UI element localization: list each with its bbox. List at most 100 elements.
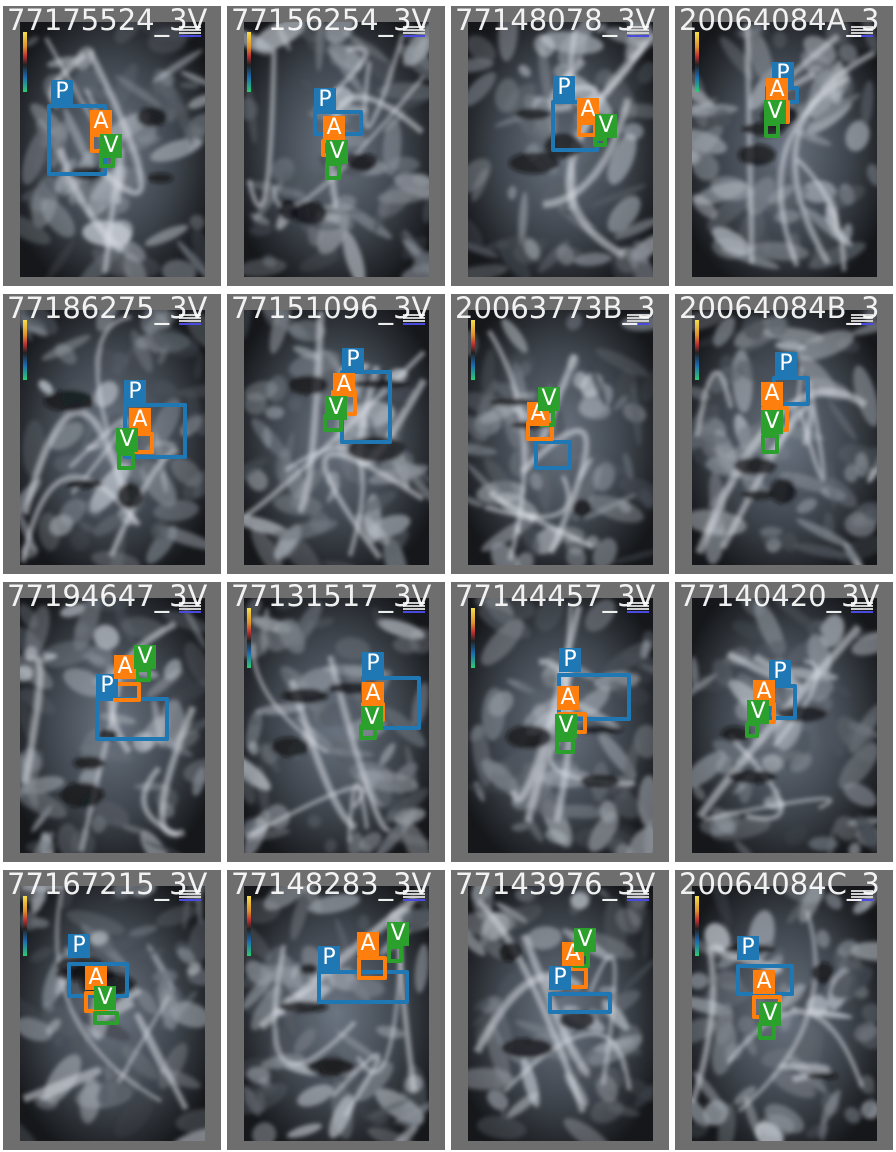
bbox-label-p: P: [737, 936, 759, 960]
bbox-label-v: V: [555, 714, 577, 738]
bbox-label-a: A: [766, 78, 788, 102]
bbox-label-v: V: [759, 1002, 781, 1026]
scanner-info-overlay: [627, 602, 649, 616]
ultrasound-tile: 20064084A_3 P A V: [675, 6, 893, 286]
bbox-label-a: A: [333, 373, 355, 397]
bbox-p: [548, 992, 612, 1014]
bbox-p: [317, 970, 409, 1004]
bbox-label-a: A: [323, 116, 345, 140]
tile-title: 77131517_3V: [231, 582, 432, 613]
ultrasound-image: [20, 310, 205, 565]
bbox-label-v: V: [134, 645, 156, 669]
scanner-info-overlay: [627, 314, 649, 328]
colorbar-icon: [695, 320, 699, 380]
colorbar-icon: [247, 32, 251, 92]
ultrasound-tile: 77140420_3V P A V: [675, 582, 893, 862]
scanner-info-overlay: [627, 26, 649, 40]
tile-title: 77144457_3V: [455, 582, 656, 613]
bbox-label-p: P: [68, 934, 90, 958]
tile-title: 20064084B_3: [679, 294, 880, 325]
bbox-v: [593, 137, 607, 147]
bbox-label-p: P: [314, 88, 336, 112]
bbox-label-v: V: [325, 396, 347, 420]
bbox-label-p: P: [559, 648, 581, 672]
bbox-label-v: V: [326, 140, 348, 164]
tile-title: 77148078_3V: [455, 6, 656, 37]
scanner-info-overlay: [179, 890, 201, 904]
bbox-label-a: A: [362, 682, 384, 706]
bbox-label-a: A: [129, 408, 151, 432]
bbox-v: [387, 945, 403, 963]
ultrasound-tile: 77186275_3V P A V: [3, 294, 221, 574]
ultrasound-tile: 20064084B_3 P A V: [675, 294, 893, 574]
bbox-label-a: A: [761, 382, 783, 406]
colorbar-icon: [695, 32, 699, 92]
ultrasound-image: [244, 310, 429, 565]
bbox-label-v: V: [94, 986, 116, 1010]
tile-title: 20064084A_3: [679, 6, 880, 37]
bbox-label-a: A: [753, 680, 775, 704]
ultrasound-image: [468, 310, 653, 565]
ultrasound-tile: 77148078_3V P A V: [451, 6, 669, 286]
scanner-info-overlay: [403, 602, 425, 616]
colorbar-icon: [23, 320, 27, 380]
bbox-label-p: P: [775, 352, 797, 376]
bbox-label-a: A: [577, 98, 599, 122]
tile-title: 77148283_3V: [231, 870, 432, 901]
bbox-label-p: P: [318, 946, 340, 970]
scanner-info-overlay: [403, 890, 425, 904]
tile-title: 77143976_3V: [455, 870, 656, 901]
scanner-info-overlay: [403, 314, 425, 328]
ultrasound-tile: 77167215_3V P A V: [3, 870, 221, 1150]
ultrasound-tile: 77131517_3V P A V: [227, 582, 445, 862]
bbox-label-a: A: [557, 686, 579, 710]
bbox-v: [764, 122, 780, 138]
tile-title: 20064084C_3: [679, 870, 880, 901]
ultrasound-image: [692, 598, 877, 853]
bbox-v: [555, 738, 575, 754]
ultrasound-image: [692, 886, 877, 1141]
scanner-info-overlay: [179, 602, 201, 616]
tile-title: 77167215_3V: [7, 870, 208, 901]
bbox-label-v: V: [538, 387, 560, 411]
bbox-label-a: A: [357, 932, 379, 956]
ultrasound-tile: 77151096_3V P A V: [227, 294, 445, 574]
bbox-label-v: V: [574, 928, 596, 952]
ultrasound-tile: 77156254_3V P A V: [227, 6, 445, 286]
bbox-v: [117, 452, 135, 470]
colorbar-icon: [695, 896, 699, 956]
bbox-p: [736, 964, 794, 996]
bbox-label-v: V: [361, 706, 383, 730]
bbox-p: [534, 440, 572, 470]
colorbar-icon: [471, 320, 475, 380]
ultrasound-tile: 77175524_3V P A V: [3, 6, 221, 286]
bbox-v: [135, 668, 151, 682]
scanner-info-overlay: [851, 26, 873, 40]
scanner-info-overlay: [851, 602, 873, 616]
bbox-label-a: A: [114, 655, 136, 679]
bbox-v: [325, 162, 341, 180]
bbox-label-p: P: [549, 966, 571, 990]
scanner-info-overlay: [851, 314, 873, 328]
tile-title: 20063773B_3: [455, 294, 656, 325]
bbox-label-p: P: [51, 80, 73, 104]
bbox-label-p: P: [769, 660, 791, 684]
bbox-label-a: A: [90, 110, 112, 134]
bbox-label-v: V: [100, 134, 122, 158]
scanner-info-overlay: [627, 890, 649, 904]
ultrasound-tile: 77144457_3V P A V: [451, 582, 669, 862]
bbox-label-a: A: [85, 966, 107, 990]
bbox-label-v: V: [116, 428, 138, 452]
bbox-p: [95, 697, 169, 741]
ultrasound-image: [692, 310, 877, 565]
ultrasound-tile: 77194647_3V P A V: [3, 582, 221, 862]
ultrasound-image: [20, 598, 205, 853]
ultrasound-tile: 77148283_3V P A V: [227, 870, 445, 1150]
bbox-label-p: P: [553, 76, 575, 100]
colorbar-icon: [23, 896, 27, 956]
tile-title: 77175524_3V: [7, 6, 208, 37]
bbox-label-p: P: [124, 380, 146, 404]
colorbar-icon: [247, 896, 251, 956]
tile-title: 77151096_3V: [231, 294, 432, 325]
